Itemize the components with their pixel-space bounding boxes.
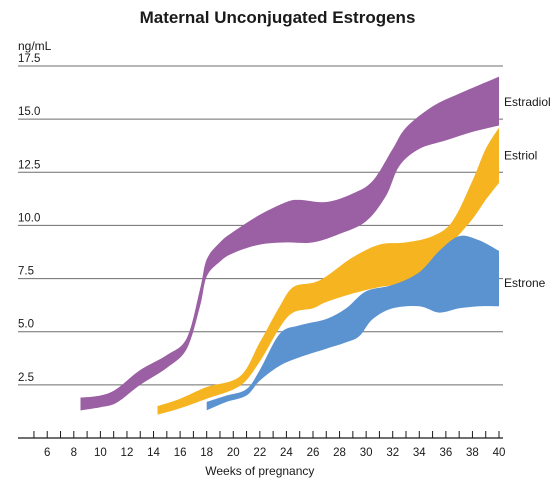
x-tick-label: 14 (147, 447, 160, 459)
x-tick-label: 38 (466, 447, 479, 459)
y-tick-label: 5.0 (18, 319, 34, 331)
series-band-estradiol (80, 76, 499, 411)
series-bands (80, 76, 499, 415)
y-tick-label: 10.0 (18, 212, 40, 224)
x-tick-label: 26 (307, 447, 320, 459)
x-ticks: 6 8 10 12 14 16 18 20 22 24 26 28 30 32 34 36 38 40 (33, 431, 506, 459)
y-axis-label: ng/mL (18, 39, 52, 53)
x-tick-label: 8 (71, 447, 77, 459)
x-tick-label: 20 (227, 447, 240, 459)
series-label: Estriol (504, 148, 537, 162)
series-label: Estrone (504, 276, 546, 290)
chart-title: Maternal Unconjugated Estrogens (139, 8, 416, 27)
x-axis-label: Weeks of pregnancy (205, 464, 314, 478)
x-tick-label: 22 (253, 447, 266, 459)
x-tick-label: 6 (44, 447, 50, 459)
x-tick-label: 12 (121, 447, 134, 459)
series-label: Estradiol (504, 95, 551, 109)
x-tick-label: 28 (333, 447, 346, 459)
x-tick-label: 24 (280, 447, 293, 459)
y-tick-label: 12.5 (18, 159, 40, 171)
x-tick-label: 34 (413, 447, 426, 459)
x-tick-label: 10 (94, 447, 107, 459)
y-tick-label: 2.5 (18, 372, 34, 384)
x-tick-label: 18 (200, 447, 213, 459)
x-tick-label: 36 (439, 447, 452, 459)
series-band-estrone (206, 235, 499, 411)
y-tick-label: 17.5 (18, 53, 40, 65)
y-tick-label: 7.5 (18, 266, 34, 278)
series-labels: Estradiol Estriol Estrone (504, 95, 551, 290)
y-ticks: 2.5 5.0 7.5 10.0 12.5 15.0 17.5 (18, 53, 40, 384)
x-tick-label: 16 (174, 447, 187, 459)
x-tick-label: 32 (386, 447, 399, 459)
x-tick-label: 40 (493, 447, 506, 459)
y-tick-label: 15.0 (18, 106, 40, 118)
x-tick-label: 30 (360, 447, 373, 459)
